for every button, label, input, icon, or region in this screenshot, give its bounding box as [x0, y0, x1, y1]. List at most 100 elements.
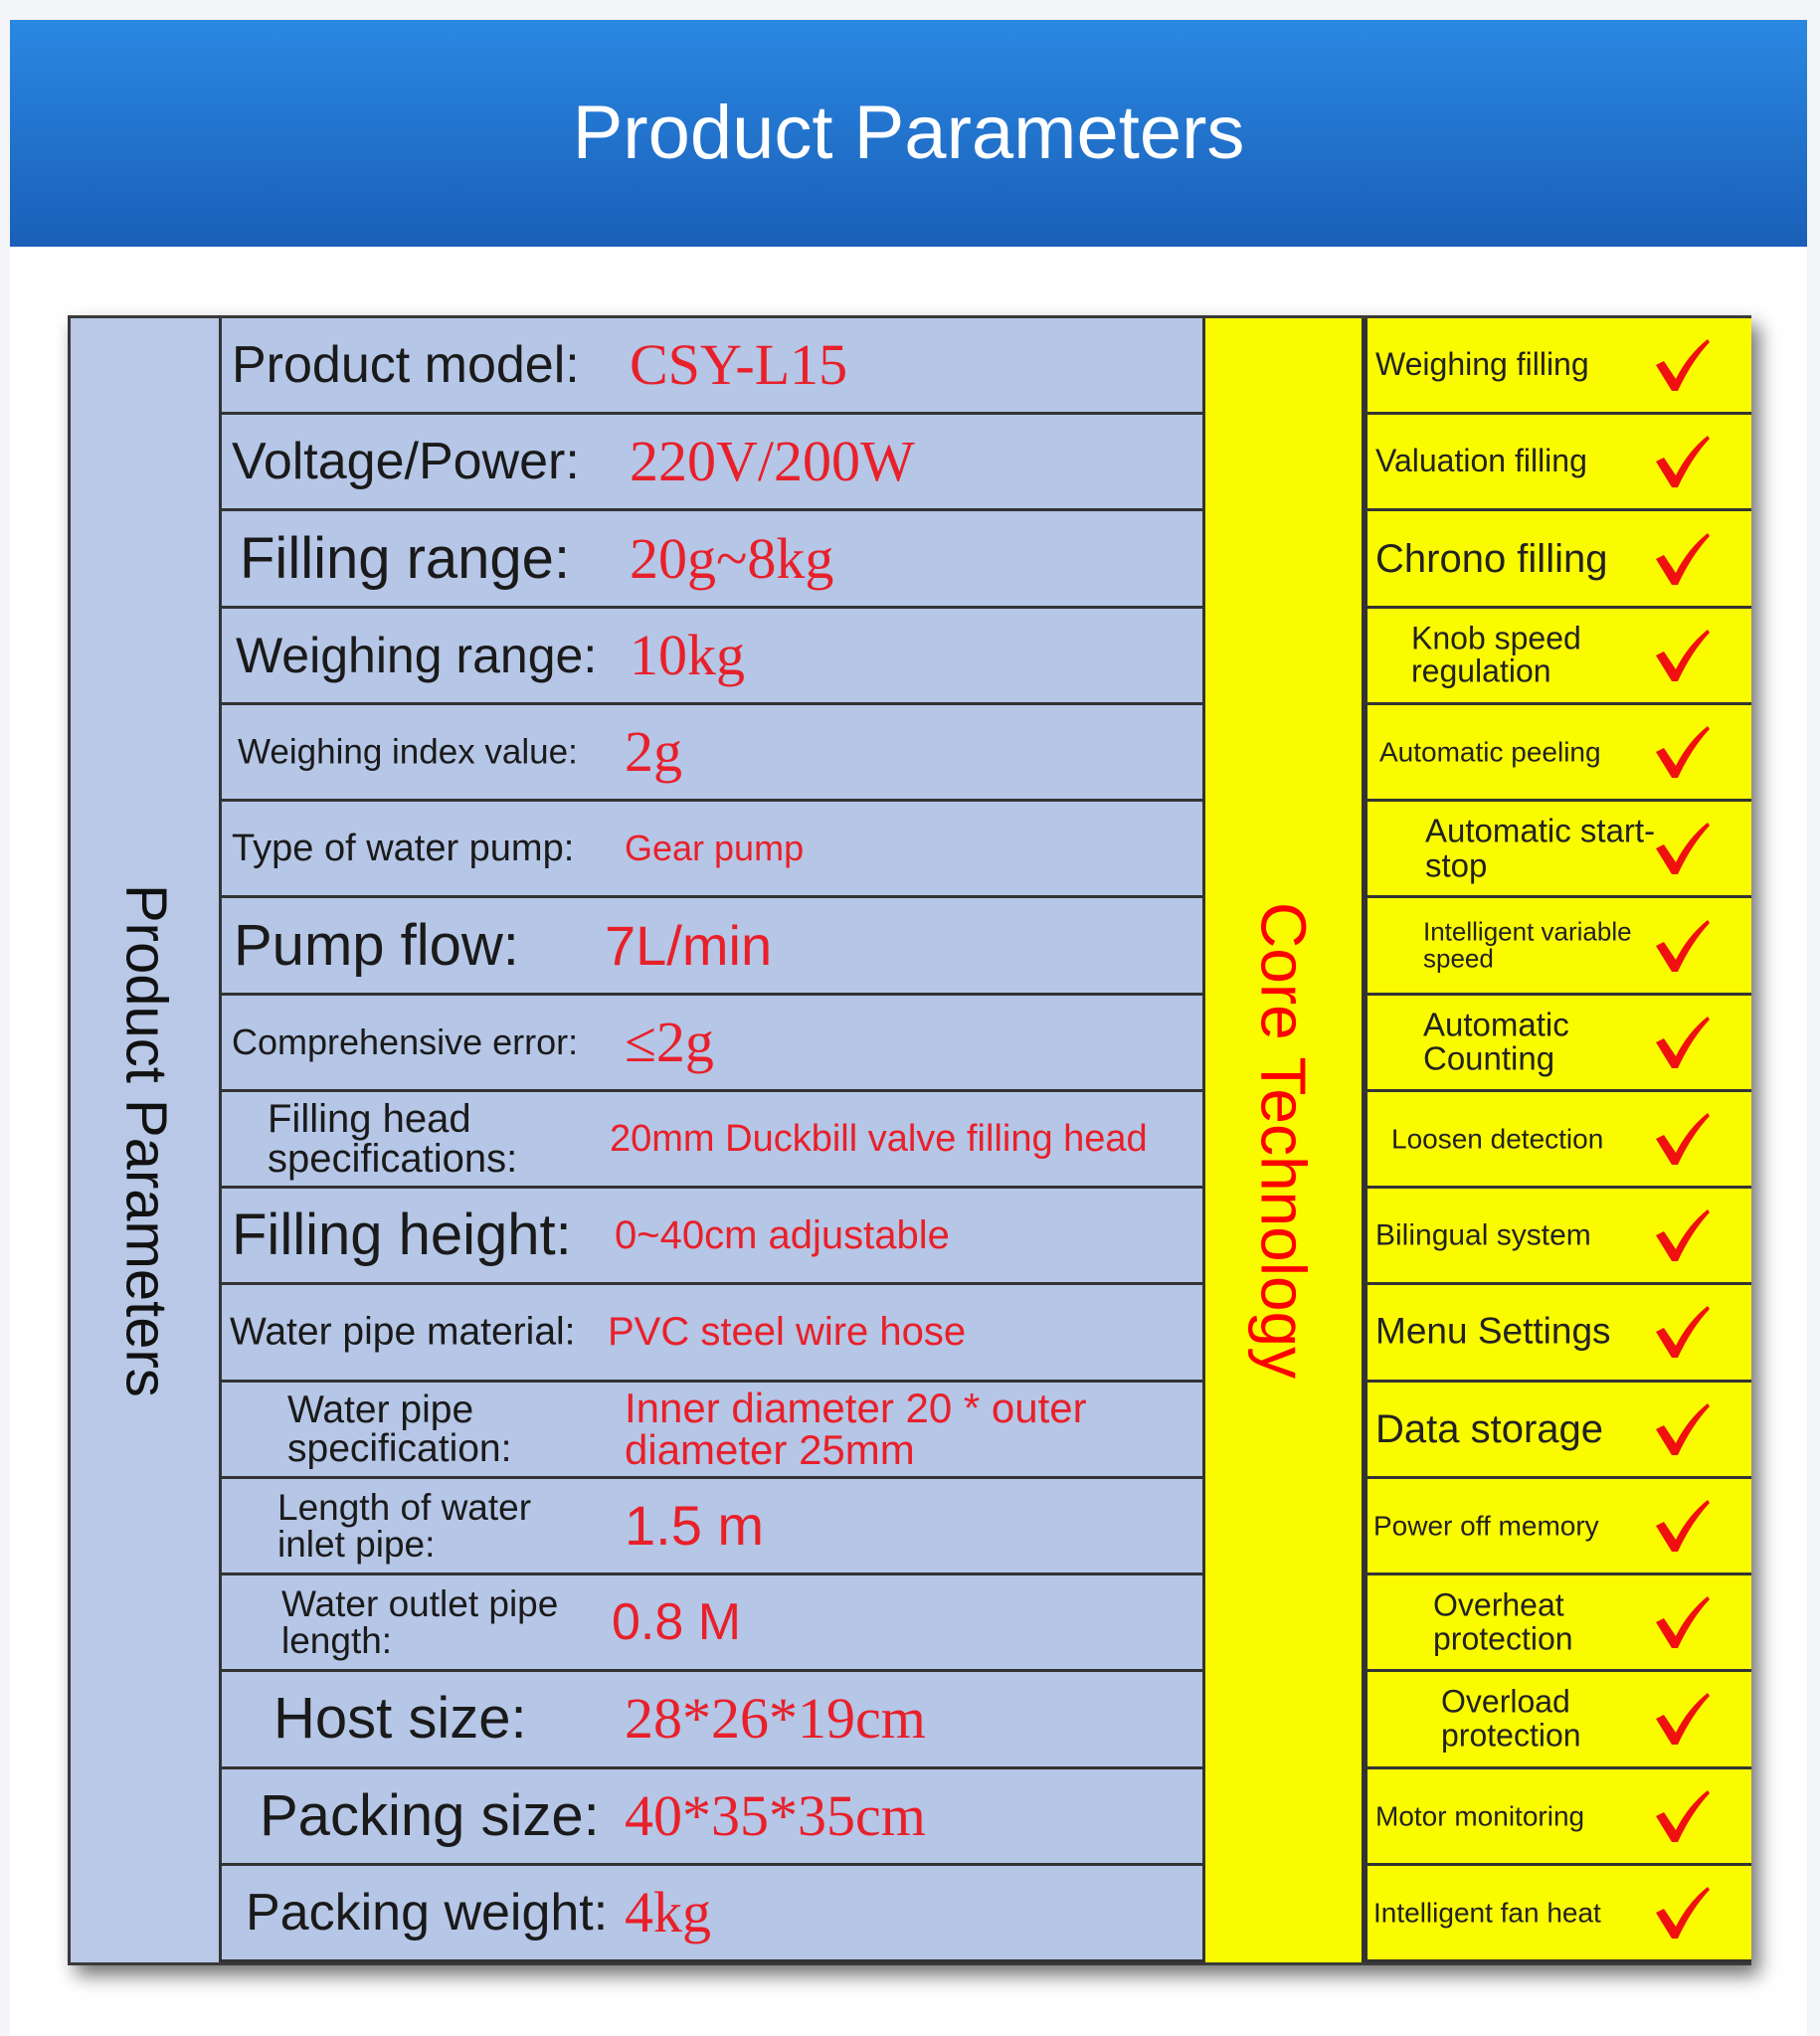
- parameter-value: 20g~8kg: [630, 525, 834, 591]
- parameter-value: PVC steel wire hose: [608, 1310, 967, 1355]
- check-icon: [1656, 1402, 1710, 1455]
- check-icon: [1656, 726, 1710, 779]
- parameter-row: Filling height: 0~40cm adjustable: [222, 1189, 1202, 1286]
- check-icon: [1656, 532, 1710, 585]
- check-icon: [1656, 339, 1710, 392]
- parameter-row: Comprehensive error: ≤2g: [222, 995, 1202, 1092]
- check-icon: [1656, 1499, 1710, 1552]
- check-icon: [1656, 1209, 1710, 1262]
- feature-row: Overheat protection: [1365, 1575, 1751, 1673]
- feature-row: Automatic peeling: [1365, 704, 1751, 803]
- parameter-row: Length of water inlet pipe: 1.5 m: [222, 1478, 1202, 1576]
- parameter-label: Packing weight:: [246, 1883, 609, 1942]
- parameter-value: 2g: [625, 719, 682, 785]
- feature-row: Automatic start-stop: [1365, 802, 1751, 899]
- parameter-label: Weighing index value:: [238, 732, 578, 772]
- feature-label: Automatic Counting: [1423, 1006, 1569, 1077]
- feature-row: Intelligent variable speed: [1365, 898, 1751, 996]
- feature-label: Bilingual system: [1375, 1218, 1591, 1252]
- parameter-label: Filling height:: [232, 1203, 572, 1268]
- parameter-row: Water pipe specification: Inner diameter …: [222, 1382, 1202, 1479]
- parameter-label: Host size:: [273, 1686, 527, 1752]
- parameter-label: Weighing range:: [236, 627, 598, 683]
- parameter-label: Pump flow:: [234, 912, 519, 978]
- parameter-row: Water outlet pipe length: 0.8 M: [222, 1575, 1202, 1673]
- feature-label: Overload protection: [1441, 1683, 1581, 1754]
- parameter-value: 7L/min: [605, 913, 773, 977]
- parameter-value: 20mm Duckbill valve filling head: [610, 1117, 1148, 1160]
- parameter-value: 10kg: [630, 622, 745, 687]
- feature-label: Overheat protection: [1433, 1586, 1573, 1657]
- parameter-value: 28*26*19cm: [625, 1686, 926, 1752]
- feature-row: Knob speed regulation: [1365, 608, 1751, 705]
- parameter-row: Packing weight: 4kg: [222, 1865, 1202, 1962]
- parameter-value: 4kg: [625, 1879, 711, 1944]
- parameter-label: Product model:: [232, 336, 580, 395]
- parameter-label: Type of water pump:: [232, 828, 575, 870]
- check-icon: [1656, 629, 1710, 681]
- parameter-value: Inner diameter 20 * outer diameter 25mm: [625, 1384, 1087, 1473]
- parameter-row: Packing size: 40*35*35cm: [222, 1768, 1202, 1866]
- parameter-label: Water pipe material:: [230, 1310, 576, 1354]
- feature-label: Intelligent fan heat: [1373, 1897, 1601, 1929]
- check-icon: [1656, 1693, 1710, 1746]
- feature-row: Automatic Counting: [1365, 995, 1751, 1092]
- feature-label: Power off memory: [1373, 1510, 1599, 1542]
- header-banner: Product Parameters: [10, 20, 1807, 247]
- feature-label: Loosen detection: [1391, 1123, 1604, 1155]
- side-label: Product Parameters: [113, 883, 179, 1397]
- parameter-label: Filling head specifications:: [268, 1096, 518, 1181]
- parameter-row: Product model: CSY-L15: [222, 318, 1202, 416]
- feature-row: Valuation filling: [1365, 415, 1751, 512]
- parameter-row: Filling range: 20g~8kg: [222, 511, 1202, 609]
- check-icon: [1656, 436, 1710, 488]
- parameter-value: 0.8 M: [612, 1593, 742, 1652]
- parameter-row: Host size: 28*26*19cm: [222, 1672, 1202, 1769]
- feature-row: Motor monitoring: [1365, 1768, 1751, 1866]
- feature-label: Knob speed regulation: [1411, 620, 1581, 689]
- parameter-row: Voltage/Power: 220V/200W: [222, 415, 1202, 512]
- parameter-row: Weighing index value: 2g: [222, 704, 1202, 803]
- feature-label: Automatic start-stop: [1425, 812, 1656, 884]
- parameter-label: Water pipe specification:: [287, 1388, 512, 1470]
- check-icon: [1656, 823, 1710, 875]
- parameter-row: Filling head specifications: 20mm Duckbil…: [222, 1091, 1202, 1190]
- feature-row: Data storage: [1365, 1382, 1751, 1479]
- parameter-value: 0~40cm adjustable: [615, 1213, 950, 1258]
- parameter-label: Voltage/Power:: [232, 433, 580, 491]
- feature-row: Menu Settings: [1365, 1285, 1751, 1383]
- feature-row: Loosen detection: [1365, 1091, 1751, 1190]
- core-column: Core Technology: [1202, 318, 1365, 1962]
- parameter-value: 220V/200W: [630, 429, 915, 494]
- feature-label: Intelligent variable speed: [1423, 916, 1632, 974]
- parameter-row: Pump flow: 7L/min: [222, 898, 1202, 996]
- check-icon: [1656, 1306, 1710, 1359]
- parameter-label: Packing size:: [260, 1782, 600, 1848]
- feature-row: Chrono filling: [1365, 511, 1751, 609]
- parameter-row: Weighing range: 10kg: [222, 608, 1202, 705]
- check-icon: [1656, 1789, 1710, 1842]
- feature-label: Chrono filling: [1375, 536, 1608, 581]
- side-column: Product Parameters: [71, 318, 222, 1962]
- page-title: Product Parameters: [572, 91, 1245, 175]
- feature-row: Bilingual system: [1365, 1189, 1751, 1286]
- core-label: Core Technology: [1247, 901, 1320, 1380]
- check-icon: [1656, 1596, 1710, 1649]
- feature-label: Data storage: [1375, 1406, 1604, 1451]
- feature-row: Power off memory: [1365, 1478, 1751, 1576]
- feature-row: Intelligent fan heat: [1365, 1865, 1751, 1962]
- check-icon: [1656, 919, 1710, 972]
- parameter-value: 40*35*35cm: [625, 1782, 926, 1848]
- check-icon: [1656, 1112, 1710, 1165]
- parameter-table: Product Parameters Core Technology Produ…: [68, 315, 1751, 1965]
- parameter-row: Water pipe material: PVC steel wire hose: [222, 1285, 1202, 1383]
- parameter-value: Gear pump: [625, 828, 805, 869]
- parameter-row: Type of water pump: Gear pump: [222, 802, 1202, 899]
- parameter-value: CSY-L15: [630, 332, 848, 398]
- parameter-label: Comprehensive error:: [232, 1020, 579, 1062]
- feature-label: Menu Settings: [1375, 1311, 1611, 1353]
- feature-label: Automatic peeling: [1379, 736, 1601, 768]
- parameter-label: Filling range:: [240, 525, 571, 591]
- parameter-label: Length of water inlet pipe:: [277, 1486, 532, 1565]
